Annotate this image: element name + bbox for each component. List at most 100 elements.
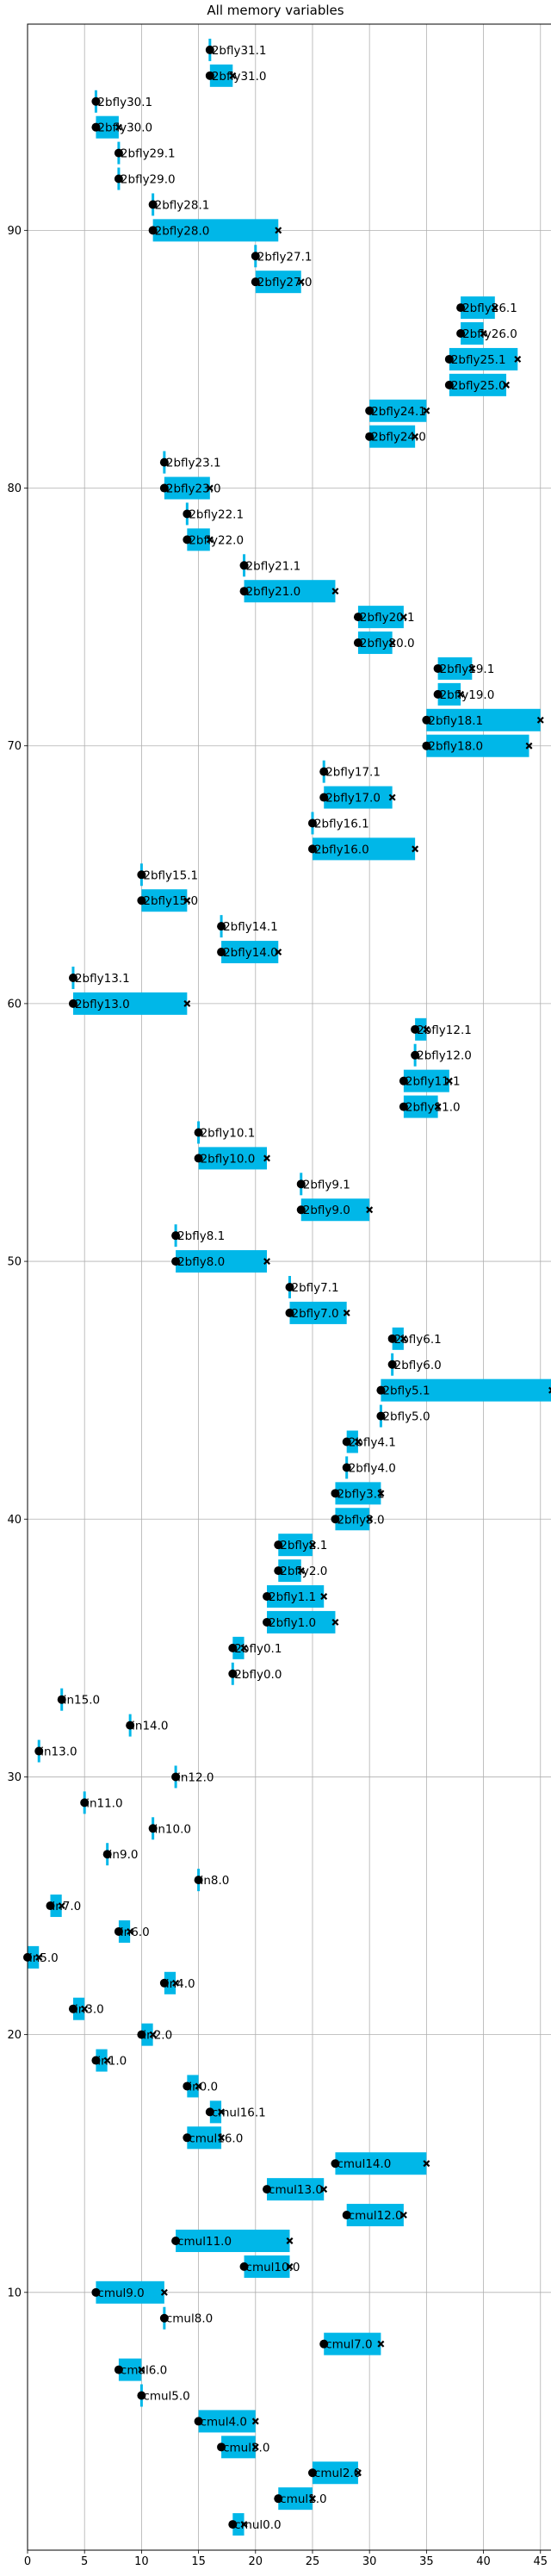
bar bbox=[221, 941, 279, 964]
end-marker-stroke bbox=[331, 588, 339, 595]
start-marker bbox=[171, 2236, 181, 2245]
end-marker bbox=[81, 2005, 89, 2013]
bar bbox=[187, 2126, 222, 2150]
end-marker bbox=[457, 690, 465, 698]
end-marker-stroke bbox=[491, 304, 498, 312]
bar bbox=[232, 2513, 245, 2536]
x-tick-label: 20 bbox=[249, 2555, 263, 2568]
bar-label: 2bfly11.1 bbox=[406, 1075, 461, 1089]
bar bbox=[357, 632, 393, 655]
start-marker bbox=[376, 1411, 386, 1421]
start-marker bbox=[307, 2468, 317, 2478]
start-marker bbox=[342, 2211, 351, 2220]
start-marker bbox=[137, 2391, 146, 2400]
x-tick-label: 10 bbox=[134, 2555, 149, 2568]
start-marker bbox=[137, 896, 146, 905]
y-tick-label: 90 bbox=[7, 225, 22, 238]
bar bbox=[176, 2229, 290, 2252]
end-marker bbox=[195, 2082, 202, 2090]
bar-label: 2bfly27.1 bbox=[257, 250, 313, 264]
bar-label: 2bfly4.0 bbox=[349, 1461, 396, 1475]
y-tick-label: 50 bbox=[7, 1256, 22, 1269]
end-marker bbox=[218, 2108, 226, 2116]
end-marker-stroke bbox=[457, 690, 465, 698]
bar-label: 2bfly22.1 bbox=[189, 507, 244, 521]
bar-label: 2bfly6.1 bbox=[394, 1333, 442, 1347]
end-marker-stroke bbox=[206, 484, 214, 492]
end-marker-stroke bbox=[286, 2262, 294, 2270]
start-marker bbox=[422, 741, 431, 750]
start-marker bbox=[365, 406, 375, 415]
bar bbox=[267, 2178, 325, 2201]
bar bbox=[415, 1017, 427, 1041]
bar bbox=[381, 1378, 551, 1402]
bar-label: 2bfly12.0 bbox=[417, 1049, 472, 1063]
bar-label: in4.0 bbox=[166, 1977, 195, 1991]
start-marker bbox=[205, 71, 214, 80]
bar-label: cmul5.0 bbox=[143, 2389, 189, 2403]
bar bbox=[324, 2332, 381, 2355]
bar bbox=[164, 476, 210, 500]
end-marker-stroke bbox=[286, 2237, 294, 2244]
start-marker bbox=[251, 277, 260, 287]
end-marker-stroke bbox=[343, 1309, 350, 1316]
end-marker-stroke bbox=[548, 1386, 551, 1391]
bar bbox=[426, 734, 529, 757]
bar bbox=[72, 1997, 85, 2020]
start-marker bbox=[353, 613, 362, 622]
end-marker bbox=[320, 1593, 328, 1600]
bar bbox=[346, 2204, 404, 2227]
end-marker bbox=[514, 355, 522, 363]
end-marker bbox=[127, 1927, 134, 1935]
end-marker-stroke bbox=[103, 2056, 111, 2064]
end-marker-stroke bbox=[297, 278, 305, 286]
start-marker bbox=[194, 1128, 203, 1137]
end-marker bbox=[297, 278, 305, 286]
start-marker bbox=[387, 1334, 397, 1343]
start-marker bbox=[217, 922, 226, 931]
bar-label: 2bfly20.1 bbox=[360, 611, 415, 625]
end-marker-stroke bbox=[183, 999, 191, 1007]
bar-label: 2bfly7.1 bbox=[292, 1281, 339, 1295]
bar-label: 2bfly2.0 bbox=[280, 1565, 327, 1578]
bar bbox=[209, 2100, 222, 2124]
end-marker bbox=[58, 1902, 65, 1910]
end-marker bbox=[229, 72, 237, 79]
end-marker bbox=[377, 2340, 385, 2348]
plot-frame bbox=[27, 23, 551, 2551]
bar-label: 2bfly1.0 bbox=[269, 1616, 316, 1630]
start-marker bbox=[159, 1978, 169, 1988]
end-marker bbox=[309, 2495, 316, 2503]
start-marker bbox=[114, 2365, 123, 2374]
end-marker-stroke bbox=[423, 1025, 430, 1033]
end-marker-stroke bbox=[149, 2031, 157, 2038]
start-marker bbox=[353, 638, 362, 648]
end-marker bbox=[388, 793, 396, 801]
start-marker bbox=[319, 2339, 329, 2349]
bar bbox=[300, 1198, 370, 1222]
y-tick-label: 40 bbox=[7, 1514, 22, 1527]
end-marker-stroke bbox=[399, 2212, 407, 2219]
end-marker-stroke bbox=[525, 742, 533, 750]
bar-label: 2bfly27.0 bbox=[257, 276, 313, 289]
end-marker-stroke bbox=[251, 2417, 259, 2425]
end-marker-stroke bbox=[388, 639, 396, 647]
bar bbox=[141, 889, 188, 912]
start-marker bbox=[319, 767, 329, 776]
bar bbox=[198, 2410, 256, 2433]
bar-label: 2bfly30.0 bbox=[97, 121, 152, 135]
start-marker bbox=[102, 1850, 112, 1859]
bar-label: 2bfly22.0 bbox=[189, 533, 244, 547]
start-marker bbox=[91, 2287, 101, 2297]
bar-label: cmul6.0 bbox=[121, 2364, 167, 2378]
end-marker bbox=[468, 664, 476, 672]
bar bbox=[426, 708, 541, 731]
start-marker bbox=[137, 2030, 146, 2039]
start-marker bbox=[194, 1876, 203, 1885]
bar bbox=[369, 425, 416, 448]
start-marker bbox=[137, 870, 146, 880]
start-marker bbox=[217, 2442, 226, 2452]
end-marker-stroke bbox=[218, 2108, 226, 2116]
start-marker bbox=[114, 148, 123, 158]
